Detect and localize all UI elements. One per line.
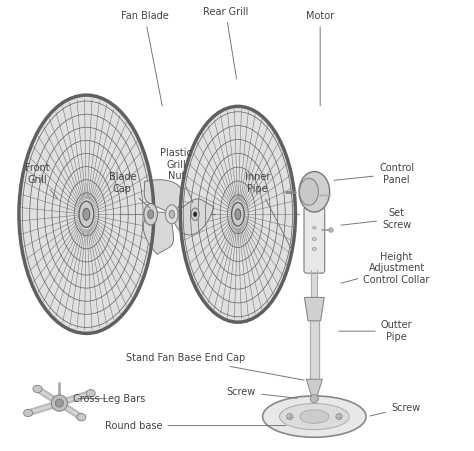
Text: Motor: Motor <box>306 11 334 106</box>
Circle shape <box>51 395 67 411</box>
Text: Screw: Screw <box>227 387 297 398</box>
Ellipse shape <box>144 203 157 225</box>
Circle shape <box>329 228 333 232</box>
Circle shape <box>55 399 64 407</box>
Text: Stand Fan Base End Cap: Stand Fan Base End Cap <box>126 353 304 380</box>
Polygon shape <box>306 379 322 396</box>
Circle shape <box>286 414 293 420</box>
Text: Height
Adjustment
Control Collar: Height Adjustment Control Collar <box>341 252 430 285</box>
Ellipse shape <box>24 410 33 417</box>
Ellipse shape <box>193 212 197 216</box>
Ellipse shape <box>312 237 316 240</box>
Ellipse shape <box>19 95 154 333</box>
Text: Blade
Cap: Blade Cap <box>109 172 149 208</box>
Ellipse shape <box>312 247 316 250</box>
Text: Front
Grill: Front Grill <box>25 163 58 198</box>
Text: Rear Grill: Rear Grill <box>203 7 248 79</box>
Ellipse shape <box>79 201 94 227</box>
Ellipse shape <box>235 209 241 220</box>
Text: Set
Screw: Set Screw <box>341 208 411 230</box>
Ellipse shape <box>191 208 199 221</box>
Text: Outter
Pipe: Outter Pipe <box>339 320 412 342</box>
Circle shape <box>310 395 319 403</box>
Text: Screw: Screw <box>370 403 420 416</box>
Polygon shape <box>144 180 182 214</box>
Ellipse shape <box>77 414 86 421</box>
Ellipse shape <box>300 178 319 205</box>
Ellipse shape <box>299 171 329 212</box>
Text: Plastic
Grill
Nut: Plastic Grill Nut <box>160 148 193 203</box>
Circle shape <box>336 414 342 420</box>
Ellipse shape <box>169 210 174 218</box>
Text: Inner
Pipe: Inner Pipe <box>245 172 292 250</box>
Ellipse shape <box>263 396 366 437</box>
Text: Fan Blade: Fan Blade <box>121 11 169 106</box>
Ellipse shape <box>300 410 329 423</box>
Polygon shape <box>143 212 173 254</box>
Ellipse shape <box>180 106 295 322</box>
Ellipse shape <box>86 390 95 397</box>
Polygon shape <box>172 199 214 235</box>
Ellipse shape <box>232 202 244 226</box>
Ellipse shape <box>33 386 42 393</box>
Ellipse shape <box>83 208 90 220</box>
FancyBboxPatch shape <box>304 207 325 273</box>
Text: Control
Panel: Control Panel <box>334 163 414 184</box>
Text: Cross Leg Bars: Cross Leg Bars <box>73 394 145 404</box>
Ellipse shape <box>280 404 349 430</box>
Ellipse shape <box>312 226 316 229</box>
Text: Round base: Round base <box>105 421 286 431</box>
Polygon shape <box>304 298 324 321</box>
Ellipse shape <box>165 205 178 224</box>
Ellipse shape <box>148 210 154 219</box>
